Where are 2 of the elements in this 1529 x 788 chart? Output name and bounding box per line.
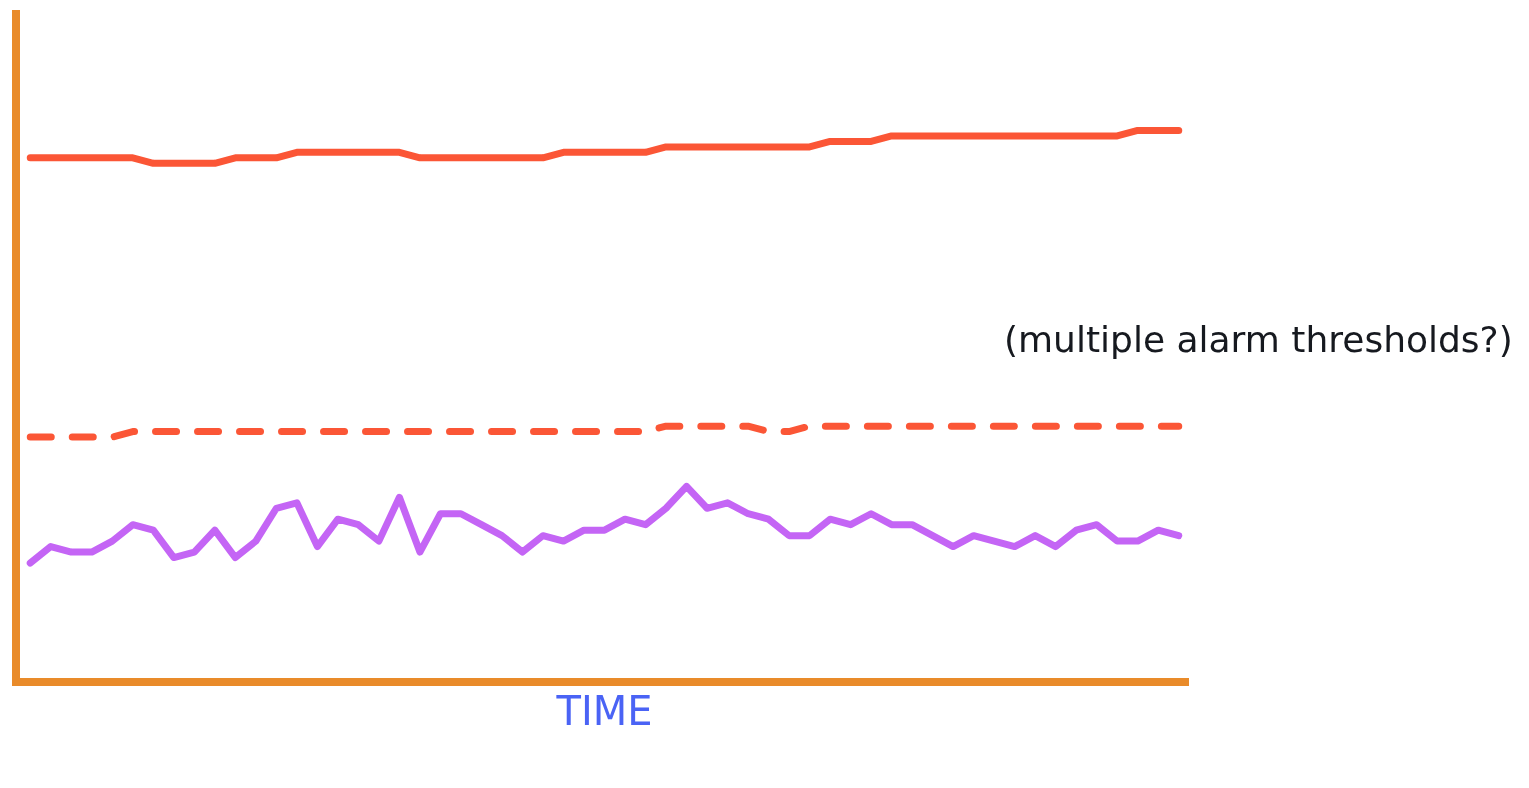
annotation: (multiple alarm thresholds?) (1004, 319, 1513, 360)
x-axis-title: TIME (555, 688, 653, 734)
